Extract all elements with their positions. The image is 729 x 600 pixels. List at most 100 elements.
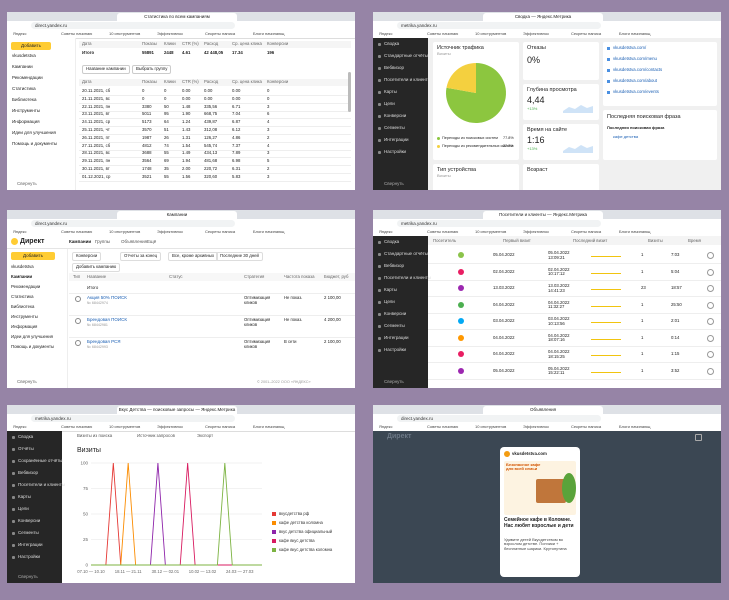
table-cell: 69 xyxy=(164,158,169,164)
campaign-strategy: Оптимизация кликов xyxy=(244,339,271,349)
table-cell: 3688 xyxy=(142,150,152,156)
table-cell: Клики xyxy=(164,79,176,84)
menu-item: Информация xyxy=(11,324,38,329)
last-visit: 05.04.2022 13:09:21 xyxy=(548,250,570,260)
menu-item: Помощь и документы xyxy=(12,141,58,146)
activity-line xyxy=(591,272,621,274)
table-cell: Показы xyxy=(142,79,157,84)
filter: Последние 30 дней xyxy=(216,252,263,261)
table-cell: 17.34 xyxy=(232,50,243,55)
table-cell: 0 xyxy=(164,95,167,101)
panel-metrika-report: Вкус Детства — поисковые запросы — Яндек… xyxy=(7,405,355,583)
table-cell: 3521 xyxy=(142,173,152,179)
table-cell: 95 xyxy=(164,111,169,117)
collapse: Свернуть xyxy=(384,181,404,186)
legend-swatch xyxy=(272,521,276,525)
menu-icon xyxy=(378,301,381,304)
x-tick-label: 24.03 — 27.03 xyxy=(226,569,254,574)
widget-title: Глубина просмотра xyxy=(527,87,577,93)
x-tick-label: 07.10 — 10.10 xyxy=(77,569,105,574)
visitor-avatar xyxy=(458,252,464,258)
page-icon xyxy=(607,80,610,83)
table-cell: Первый визит xyxy=(503,237,531,243)
visit-date: 05.04.2022 xyxy=(493,367,515,373)
row-action xyxy=(707,301,714,309)
menu-icon xyxy=(378,127,381,130)
panel-ad-preview: Объявления direct.yandex.ru Яндекс Советы н… xyxy=(373,405,721,583)
visitor-avatar xyxy=(458,367,464,374)
row-line xyxy=(79,149,351,151)
table-cell: 1.49 xyxy=(182,150,191,156)
widget-title: Тип устройства xyxy=(437,167,477,173)
menu-icon xyxy=(378,313,381,316)
x-tick-label: 30.12 — 02.01 xyxy=(152,569,180,574)
row-line xyxy=(428,296,721,297)
campaign-freq: Не показ. xyxy=(284,295,303,300)
pie-slice xyxy=(446,63,506,124)
campaign-id: № 68442981 xyxy=(87,323,108,327)
table-cell: Дата xyxy=(82,79,92,84)
table-header-bg xyxy=(79,79,351,86)
table-cell: Последний визит xyxy=(573,237,608,243)
collapse: Свернуть xyxy=(17,181,37,186)
menu-icon xyxy=(378,103,381,106)
page-link: vkusdetstva.com/about xyxy=(613,78,657,83)
menu-item: Конверсии xyxy=(18,518,41,523)
bookmark: Блоги начинающ xyxy=(253,423,285,429)
table-cell: 6.12 xyxy=(232,127,241,132)
menu-item: Сегменты xyxy=(384,323,405,328)
table-cell: 26.11.2021, пт xyxy=(82,134,110,140)
table-header-bg xyxy=(79,41,351,48)
widget-card xyxy=(603,110,717,160)
table-cell: 1.90 xyxy=(182,111,191,117)
table-cell: 55 xyxy=(164,150,169,156)
table-cell: 196 xyxy=(267,50,275,55)
table-cell: 3 xyxy=(267,103,270,109)
menu-item: Отчёты xyxy=(18,446,34,451)
sidebar xyxy=(373,38,428,190)
bookmark: 10 инструментов xyxy=(109,30,141,36)
menu-item: vkusdetstva xyxy=(11,264,34,269)
legend-value: 22.2% xyxy=(503,144,514,148)
menu-item: Сегменты xyxy=(384,125,405,130)
add-campaign: Добавить кампанию xyxy=(72,263,121,272)
bookmarks-bar xyxy=(7,423,355,432)
toolbar-item: Визиты из поиска xyxy=(77,433,113,438)
widget-sub: Визиты xyxy=(437,173,451,178)
widget-card xyxy=(523,164,599,190)
table-cell: 64 xyxy=(164,119,169,125)
time-on-site: 3:52 xyxy=(671,367,680,373)
sidebar xyxy=(7,38,76,190)
page-icon xyxy=(607,58,610,61)
metric-change: +13% xyxy=(527,146,538,151)
widget-title: Источник трафика xyxy=(437,45,484,51)
visit-date: 04.04.2022 xyxy=(493,334,515,340)
y-tick-label: 50 xyxy=(83,512,89,517)
row-line xyxy=(428,279,721,281)
visits: 1 xyxy=(641,334,644,340)
menu-icon xyxy=(378,67,381,70)
legend-value: 77.8% xyxy=(503,136,514,140)
menu-icon xyxy=(12,436,15,439)
nav-tab: Ещё xyxy=(147,239,157,244)
visitor-avatar xyxy=(458,301,464,308)
visits: 1 xyxy=(641,268,644,274)
row-line xyxy=(79,102,351,104)
bookmark: Секреты написа xyxy=(571,30,602,36)
table-cell: 7.89 xyxy=(232,150,241,156)
y-tick-label: 0 xyxy=(85,563,88,568)
row-line xyxy=(79,110,351,112)
table-cell: 26 xyxy=(164,134,169,140)
page-link: vkusdetstva.com/events xyxy=(613,89,659,94)
activity-line xyxy=(591,355,621,356)
menu-icon xyxy=(378,139,381,142)
last-visit: 05.04.2022 15:22:11 xyxy=(548,365,570,376)
total-label: Итого xyxy=(87,285,99,290)
table-cell: Клики xyxy=(164,41,176,46)
activity-line xyxy=(591,256,621,257)
legend-label: кафе детства коломна xyxy=(279,520,324,525)
browser-tab: Объявления xyxy=(483,406,603,414)
table-cell: 25.11.2021, чт xyxy=(82,127,110,132)
scrollbar xyxy=(348,72,351,112)
menu-icon xyxy=(378,43,381,46)
